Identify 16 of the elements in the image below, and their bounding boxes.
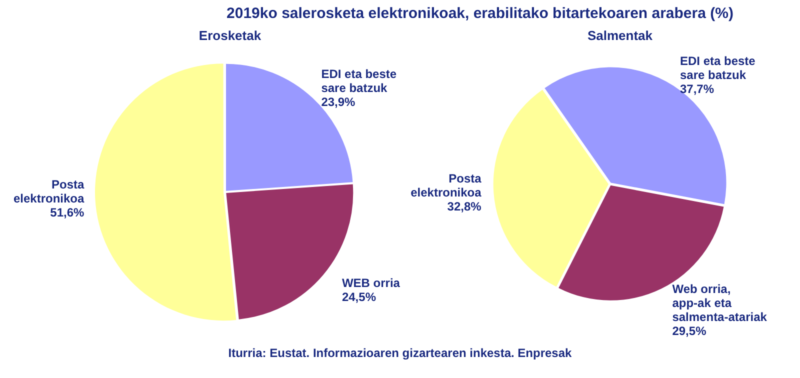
data-label: 29,5% [672, 324, 707, 338]
slice-label: EDI eta beste sare batzuk [321, 67, 397, 96]
slice-label: Posta elektronikoa [410, 171, 482, 200]
text: 2019ko salerosketa elektronikoak, erabilitako bitartekoaren arabera (%) [226, 5, 734, 22]
slice-label: Posta elektronikoa [13, 177, 84, 206]
data-label: 32,8% [447, 199, 482, 214]
chart-subtitle: Salmentak [586, 28, 654, 43]
text: Iturria: Eustat. Informazioaren gizartearen inkesta. Enpresak [227, 346, 573, 360]
data-label: 24,5% [342, 290, 376, 304]
data-label: 51,6% [50, 205, 84, 220]
data-label: 23,9% [321, 95, 356, 110]
slice-label: EDI eta beste sare batzuk [680, 54, 756, 82]
data-label: 37,7% [680, 82, 714, 96]
chart-subtitle: Erosketak [198, 28, 262, 43]
slice-label: Web orria, app-ak eta salmenta-atariak [672, 282, 768, 324]
slice-label: WEB orria [342, 276, 400, 290]
